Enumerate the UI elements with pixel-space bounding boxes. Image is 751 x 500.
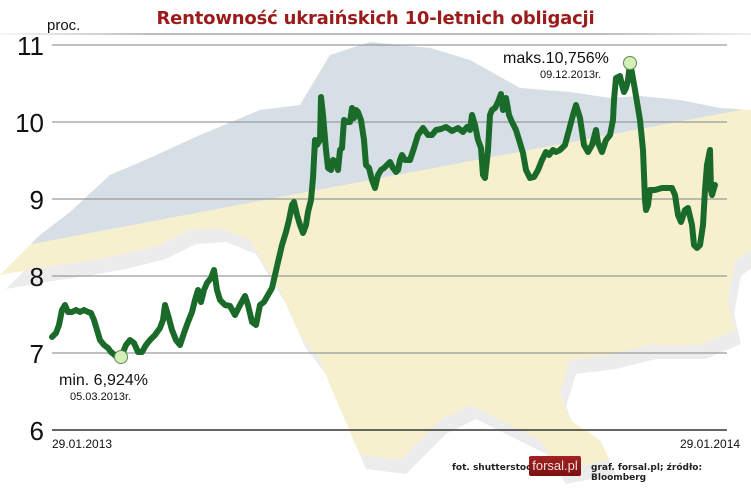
min-annotation-date: 05.03.2013r. [70,391,132,403]
yield-line [49,60,718,360]
photo-credit: fot. shutterstock [452,463,538,473]
y-tick-7: 7 [29,339,44,369]
y-axis-unit: proc. [47,17,81,34]
chart-title: Rentowność ukraińskich 10-letnich obliga… [156,8,595,29]
y-tick-11: 11 [17,31,44,61]
gridlines [52,44,727,354]
y-tick-8: 8 [29,262,44,292]
max-annotation-date: 09.12.2013r. [540,69,602,81]
title-divider [0,33,751,35]
y-tick-6: 6 [29,416,44,446]
y-tick-9: 9 [29,185,44,215]
x-axis-end-date: 29.01.2014 [680,437,741,451]
source-credit: graf. forsal.pl; źródło: Bloomberg [591,463,703,483]
min-marker [114,350,128,364]
forsal-logo: forsal.pl [529,456,581,476]
max-annotation-label: maks.10,756% [503,50,609,67]
min-annotation-label: min. 6,924% [59,372,148,389]
max-marker [623,56,637,70]
y-tick-10: 10 [15,108,44,138]
x-axis-start-date: 29.01.2013 [52,437,113,451]
